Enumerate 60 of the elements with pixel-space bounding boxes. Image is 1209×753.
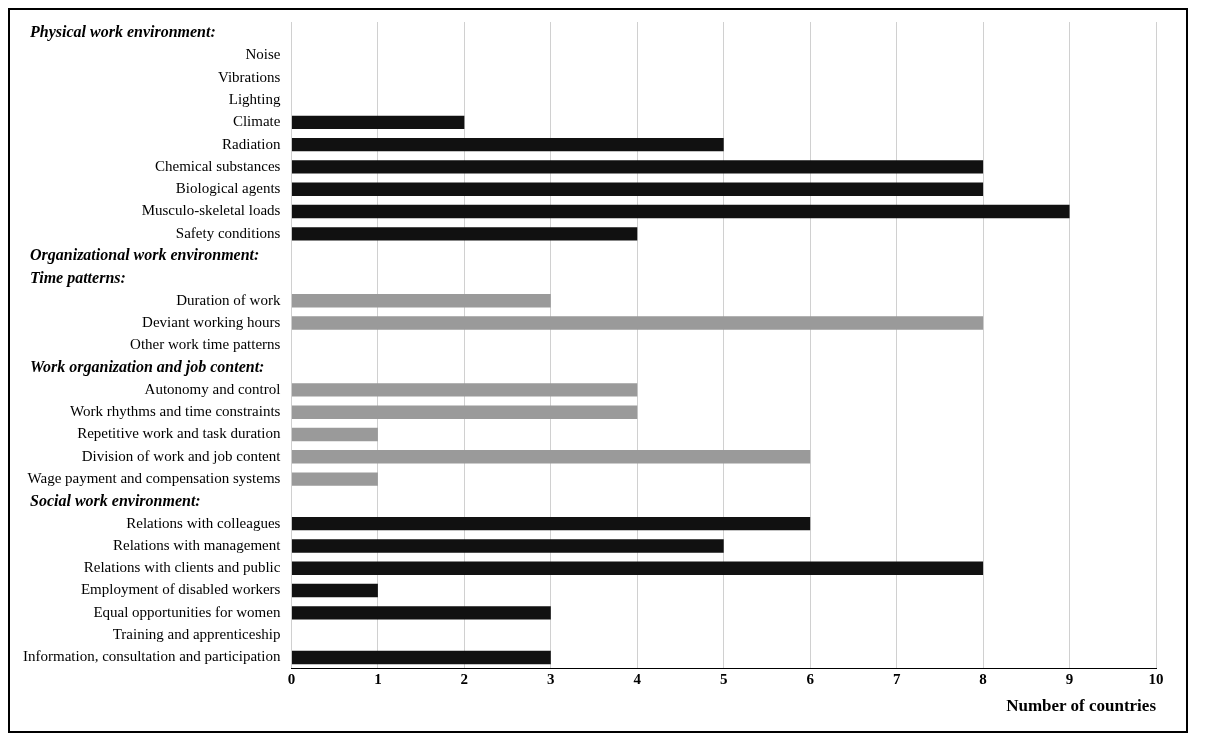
bar [291, 583, 378, 598]
x-tick-label: 9 [1065, 671, 1074, 688]
x-tick-label: 0 [287, 671, 296, 688]
bar [291, 182, 984, 196]
bar [291, 561, 984, 575]
text: Work organization and job content: [30, 357, 265, 376]
x-tick-label: 4 [633, 671, 642, 688]
bar [291, 606, 551, 620]
y-tick-label: Autonomy and control [144, 380, 281, 397]
x-tick-label: 8 [979, 671, 987, 688]
x-tick-label: 2 [460, 671, 469, 688]
y-tick-label: Division of work and job content [81, 447, 282, 464]
y-tick-label: Biological agents [175, 180, 281, 197]
y-tick-label: Training and apprenticeship [112, 626, 281, 643]
y-tick-label: Relations with clients and public [83, 559, 281, 576]
x-tick-label: 3 [547, 671, 555, 688]
y-tick-label: Equal opportunities for women [93, 603, 281, 620]
y-tick-label: Noise [245, 46, 281, 63]
y-tick-label: Other work time patterns [130, 336, 281, 353]
bar [291, 115, 465, 130]
y-tick-label: Duration of work [176, 291, 281, 308]
y-tick-label: Climate [232, 113, 281, 130]
text: Social work environment: [30, 491, 201, 509]
y-tick-label: Information, consultation and participation [22, 648, 281, 665]
bar [291, 539, 724, 553]
x-tick-label: 1 [374, 671, 382, 688]
x-tick-label: 10 [1148, 671, 1164, 688]
bar [291, 516, 811, 531]
y-tick-label: Repetitive work and task duration [77, 425, 281, 442]
y-tick-label: Chemical substances [155, 157, 281, 174]
y-tick-label: Safety conditions [175, 224, 281, 241]
x-tick-label: 7 [892, 671, 901, 688]
text: Time patterns: [30, 268, 126, 287]
bar [291, 427, 378, 442]
y-tick-label: Radiation [222, 135, 281, 152]
y-tick-label: Deviant working hours [142, 313, 281, 330]
y-tick-label: Wage payment and compensation systems [27, 470, 281, 487]
y-tick-label: Work rhythms and time constraints [69, 403, 281, 420]
x-axis-title: Number of countries [1006, 696, 1157, 716]
y-tick-label: Musculo-skeletal loads [141, 202, 281, 219]
x-tick-label: 6 [806, 671, 815, 688]
bar [291, 294, 551, 308]
bar [291, 383, 638, 397]
bar [291, 137, 724, 152]
y-tick-label: Relations with management [112, 536, 282, 553]
y-tick-label: Lighting [228, 90, 281, 107]
bar [291, 472, 378, 486]
bar [291, 160, 984, 174]
y-tick-label: Employment of disabled workers [80, 581, 281, 598]
x-tick-label: 5 [719, 671, 728, 688]
bar [291, 227, 638, 241]
bar [291, 450, 811, 464]
bar [291, 405, 638, 419]
text: Physical work environment: [29, 23, 216, 42]
y-tick-label: Relations with colleagues [126, 514, 281, 531]
bar [291, 650, 551, 665]
bar [291, 204, 1070, 219]
text: Organizational work environment: [30, 246, 260, 265]
bar [291, 316, 984, 330]
y-tick-label: Vibrations [217, 68, 281, 85]
